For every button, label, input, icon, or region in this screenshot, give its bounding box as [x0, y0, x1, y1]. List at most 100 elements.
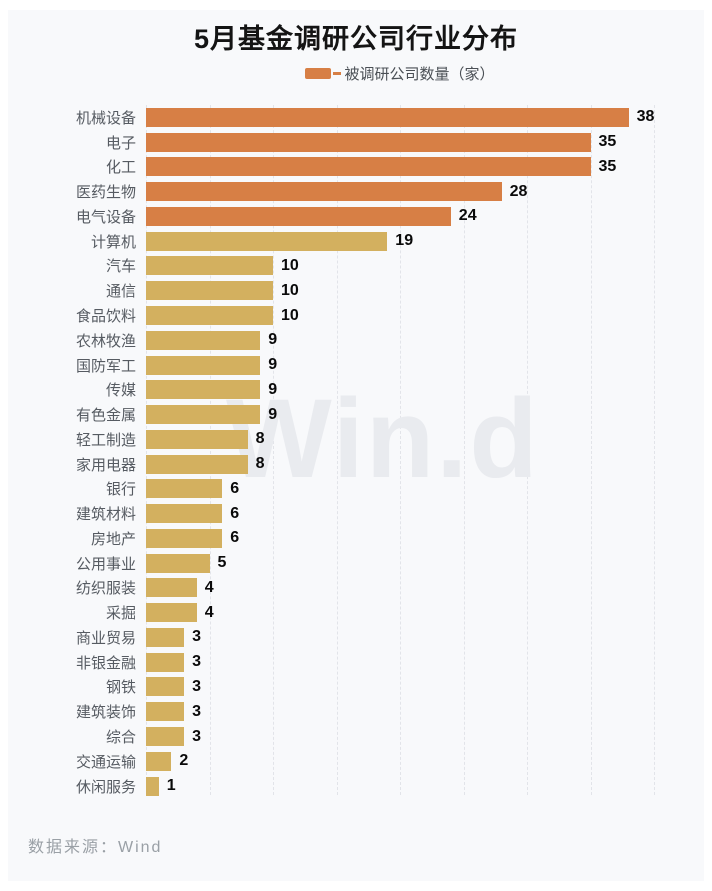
bar	[146, 727, 185, 747]
category-label: 综合	[105, 729, 136, 747]
category-label: 电气设备	[75, 208, 136, 226]
bar-track: 5	[146, 553, 704, 573]
category-label: 医药生物	[75, 184, 136, 202]
value-label: 6	[230, 479, 240, 497]
bar-row: 纺织服装 4	[8, 576, 704, 601]
bar-track: 2	[146, 751, 704, 771]
legend: 被调研公司数量（家）	[52, 65, 712, 83]
bar-track: 6	[146, 479, 704, 499]
bar	[146, 355, 261, 375]
bar-row: 家用电器 8	[8, 452, 704, 477]
bar-track: 3	[146, 727, 704, 747]
bar	[146, 479, 223, 499]
category-label: 家用电器	[75, 456, 136, 474]
bar-row: 食品饮料 10	[8, 303, 704, 328]
bar-track: 9	[146, 380, 704, 400]
bar-track: 10	[146, 256, 704, 276]
bar-row: 化工 35	[8, 155, 704, 180]
category-label: 建筑装饰	[75, 704, 136, 722]
bar-row: 休闲服务 1	[8, 774, 704, 799]
bar-track: 19	[146, 231, 704, 251]
category-label: 国防军工	[75, 357, 136, 375]
category-label: 电子	[105, 134, 136, 152]
bar-row: 农林牧渔 9	[8, 328, 704, 353]
bar-row: 机械设备 38	[8, 105, 704, 130]
bar-row: 采掘 4	[8, 600, 704, 625]
value-label: 6	[230, 504, 240, 522]
category-label: 通信	[105, 283, 136, 301]
bar	[146, 306, 273, 325]
category-label: 休闲服务	[75, 778, 136, 796]
bar	[146, 256, 273, 276]
bar-track: 10	[146, 281, 704, 301]
value-label: 38	[636, 108, 655, 126]
plot-area: Win.d 机械设备 38 电子 35 化工 35 医药生物 28 电气设备	[8, 105, 704, 799]
bar-track: 1	[146, 776, 704, 796]
chart-card: 5月基金调研公司行业分布 被调研公司数量（家） Win.d 机械设备 38 电子…	[8, 10, 704, 881]
bar	[146, 429, 248, 449]
bar-row: 国防军工 9	[8, 353, 704, 378]
bar	[146, 132, 591, 152]
bar-row: 商业贸易 3	[8, 625, 704, 650]
bar-track: 8	[146, 454, 704, 474]
gridline	[527, 105, 528, 795]
bar-track: 35	[146, 132, 704, 152]
category-label: 汽车	[105, 258, 136, 276]
value-label: 3	[192, 677, 201, 695]
bar	[146, 553, 210, 573]
value-label: 28	[509, 182, 528, 200]
bar	[146, 281, 273, 301]
value-label: 3	[192, 702, 201, 720]
bar	[146, 157, 591, 177]
bar	[146, 677, 185, 697]
value-label: 3	[192, 653, 201, 671]
bar-track: 3	[146, 627, 704, 647]
value-label: 24	[458, 207, 477, 225]
bar-row: 计算机 19	[8, 229, 704, 254]
bar-row: 建筑材料 6	[8, 501, 704, 526]
bar-row: 电气设备 24	[8, 204, 704, 229]
category-label: 农林牧渔	[75, 332, 136, 350]
bar-row: 非银金融 3	[8, 650, 704, 675]
bar-track: 3	[146, 677, 704, 697]
category-label: 建筑材料	[75, 506, 136, 524]
value-label: 10	[281, 281, 299, 299]
gridline	[146, 105, 147, 795]
bar-row: 医药生物 28	[8, 179, 704, 204]
category-label: 食品饮料	[75, 308, 136, 325]
bar	[146, 652, 185, 672]
bar	[146, 776, 159, 796]
bar-row: 交通运输 2	[8, 749, 704, 774]
bar-track: 35	[146, 157, 704, 177]
value-label: 1	[166, 777, 176, 795]
bar	[146, 330, 261, 350]
category-label: 轻工制造	[75, 431, 136, 449]
legend-dash-icon	[333, 71, 342, 75]
bar-row: 电子 35	[8, 130, 704, 155]
bar-row: 有色金属 9	[8, 402, 704, 427]
gridline	[273, 105, 274, 795]
gridline	[209, 105, 211, 795]
category-label: 传媒	[105, 382, 136, 400]
chart-title: 5月基金调研公司行业分布	[193, 24, 518, 54]
legend-label: 被调研公司数量（家）	[344, 65, 495, 83]
value-label: 9	[268, 405, 278, 423]
bar-track: 38	[146, 107, 704, 127]
category-label: 化工	[105, 159, 136, 177]
bar-row: 房地产 6	[8, 526, 704, 551]
gridline	[336, 105, 338, 795]
value-label: 4	[204, 603, 214, 621]
value-label: 9	[268, 331, 278, 349]
bar	[146, 702, 185, 722]
bar	[146, 751, 172, 771]
bar-track: 9	[146, 405, 704, 425]
bar	[146, 182, 502, 202]
gridline	[654, 105, 655, 795]
value-label: 19	[395, 232, 414, 250]
category-label: 计算机	[90, 233, 136, 251]
gridline	[400, 105, 401, 795]
bar-track: 10	[146, 306, 704, 325]
value-label: 2	[179, 752, 189, 770]
bar-track: 4	[146, 603, 704, 623]
category-label: 公用事业	[75, 555, 136, 573]
